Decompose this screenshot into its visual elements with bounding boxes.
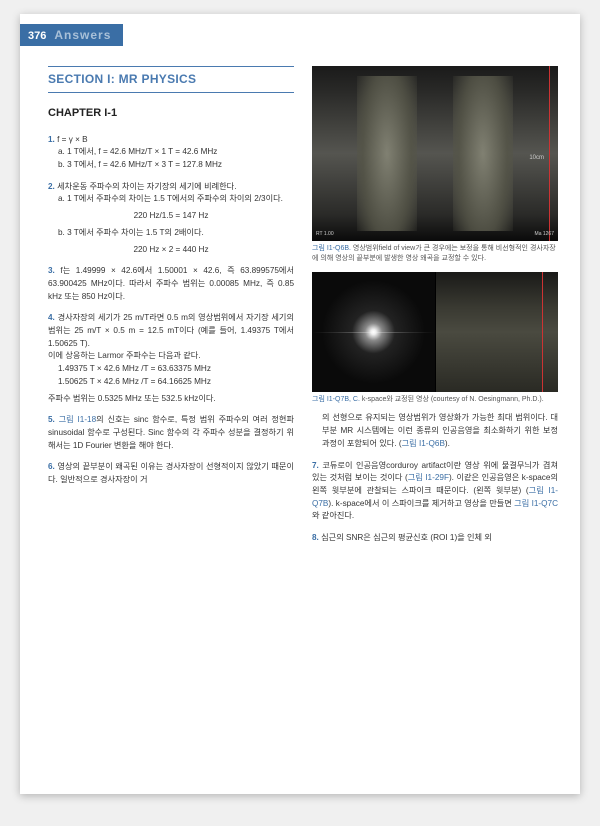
q2-eq-a: 220 Hz/1.5 = 147 Hz — [48, 210, 294, 223]
figure-1: 10cm RT 1.00 Ma 1267 그림 I1-Q6B. 영상범위fiel… — [312, 66, 558, 264]
figure-2-caption: 그림 I1-Q7B, C. k-space와 교정된 영상 (courtesy … — [312, 395, 558, 405]
q2-number: 2. — [48, 182, 55, 191]
q5-link: 그림 I1-18 — [59, 415, 97, 424]
q1-b: b. 3 T에서, f = 42.6 MHz/T × 3 T = 127.8 M… — [48, 159, 294, 172]
figure-1-redline — [549, 66, 550, 241]
figure-2: 그림 I1-Q7B, C. k-space와 교정된 영상 (courtesy … — [312, 272, 558, 405]
content-columns: SECTION I: MR PHYSICS CHAPTER I-1 1. f =… — [20, 14, 580, 554]
q1-number: 1. — [48, 135, 55, 144]
cont-link: 그림 I1-Q6B — [402, 439, 445, 448]
left-column: SECTION I: MR PHYSICS CHAPTER I-1 1. f =… — [48, 66, 294, 554]
page: 376 Answers SECTION I: MR PHYSICS CHAPTE… — [20, 14, 580, 794]
figure-2-scan — [435, 272, 559, 392]
figure-1-label: 그림 I1-Q6B. — [312, 245, 351, 252]
q7-text3: ). k-space에서 이 스파이크를 제거하고 영상을 만들면 — [328, 499, 514, 508]
q3-number: 3. — [48, 266, 55, 275]
question-4: 4. 경사자장의 세기가 25 m/T라면 0.5 m의 영상범위에서 자기장 … — [48, 312, 294, 405]
q2-text: 세차운동 주파수의 차이는 자기장의 세기에 비례한다. — [57, 182, 236, 191]
figure-1-caption: 그림 I1-Q6B. 영상범위field of view가 큰 경우에는 보정을… — [312, 244, 558, 264]
q1-formula: f = γ × B — [57, 135, 88, 144]
q8-text: 심근의 SNR은 심근의 평균신호 (ROI 1)을 인체 외 — [321, 533, 492, 542]
figure-1-label-bl: RT 1.00 — [316, 231, 334, 239]
figure-1-scale: 10cm — [529, 154, 544, 163]
q2-a: a. 1 T에서 주파수의 차이는 1.5 T에서의 주파수의 차이의 2/3이… — [48, 193, 294, 206]
question-5: 5. 그림 I1-18의 신호는 sinc 함수로, 특정 범위 주파수의 여러… — [48, 414, 294, 452]
q7-number: 7. — [312, 461, 319, 470]
figure-2-kspace — [312, 272, 435, 392]
q7-link3: 그림 I1-Q7C — [514, 499, 558, 508]
q1-a: a. 1 T에서, f = 42.6 MHz/T × 1 T = 42.6 MH… — [48, 146, 294, 159]
section-label: Answers — [54, 28, 111, 42]
q6-text: 영상의 끝부분이 왜곡된 이유는 경사자장이 선형적이지 않았기 때문이다. 일… — [48, 462, 294, 484]
q8-number: 8. — [312, 533, 319, 542]
chapter-title: CHAPTER I-1 — [48, 105, 294, 122]
figure-2-caption-text: k-space와 교정된 영상 (courtesy of N. Oesingma… — [362, 396, 544, 403]
q4-text3: 주파수 범위는 0.5325 MHz 또는 532.5 kHz이다. — [48, 393, 294, 406]
figure-1-image: 10cm RT 1.00 Ma 1267 — [312, 66, 558, 241]
q4-eq2: 1.50625 T × 42.6 MHz /T = 64.16625 MHz — [48, 376, 294, 389]
q4-number: 4. — [48, 313, 55, 322]
q4-eq1: 1.49375 T × 42.6 MHz /T = 63.63375 MHz — [48, 363, 294, 376]
q2-b: b. 3 T에서 주파수 차이는 1.5 T의 2배이다. — [48, 227, 294, 240]
q4-text: 경사자장의 세기가 25 m/T라면 0.5 m의 영상범위에서 자기장 세기의… — [48, 313, 294, 347]
question-6: 6. 영상의 끝부분이 왜곡된 이유는 경사자장이 선형적이지 않았기 때문이다… — [48, 461, 294, 486]
q5-number: 5. — [48, 415, 55, 424]
right-column: 10cm RT 1.00 Ma 1267 그림 I1-Q6B. 영상범위fiel… — [312, 66, 558, 554]
q7-text4: 와 같아진다. — [312, 511, 354, 520]
continuation-para: 의 선형으로 유지되는 영상범위가 영상화가 가능한 최대 범위이다. 대부분 … — [312, 412, 558, 450]
question-1: 1. f = γ × B a. 1 T에서, f = 42.6 MHz/T × … — [48, 134, 294, 172]
page-header-tab: 376 Answers — [20, 24, 123, 46]
q7-link1: 그림 I1-29F — [408, 473, 449, 482]
figure-2-image — [312, 272, 558, 392]
question-8: 8. 심근의 SNR은 심근의 평균신호 (ROI 1)을 인체 외 — [312, 532, 558, 545]
page-number: 376 — [28, 30, 46, 42]
cont-end: ). — [445, 439, 450, 448]
question-7: 7. 코듀로이 인공음영corduroy artifact이란 영상 위에 물결… — [312, 460, 558, 524]
q2-eq-b: 220 Hz × 2 = 440 Hz — [48, 244, 294, 257]
figure-1-label-br: Ma 1267 — [535, 231, 554, 239]
question-3: 3. f는 1.49999 × 42.6에서 1.50001 × 42.6, 즉… — [48, 265, 294, 303]
figure-2-label: 그림 I1-Q7B, C. — [312, 396, 360, 403]
section-title: SECTION I: MR PHYSICS — [48, 66, 294, 93]
q3-text: f는 1.49999 × 42.6에서 1.50001 × 42.6, 즉 63… — [48, 266, 294, 300]
q6-number: 6. — [48, 462, 55, 471]
q4-text2: 이에 상응하는 Larmor 주파수는 다음과 같다. — [48, 350, 294, 363]
question-2: 2. 세차운동 주파수의 차이는 자기장의 세기에 비례한다. a. 1 T에서… — [48, 181, 294, 257]
